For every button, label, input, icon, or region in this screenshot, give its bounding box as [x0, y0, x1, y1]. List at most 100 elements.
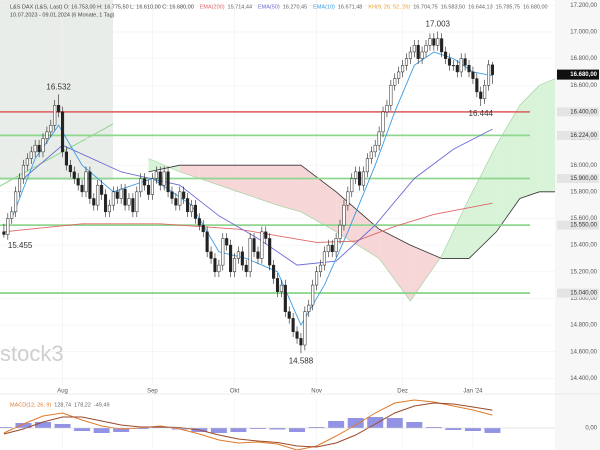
y-tick-label: 16.600,00	[570, 83, 597, 89]
x-tick-label: Okt	[230, 389, 240, 395]
candle-body	[291, 318, 295, 332]
candle-body	[178, 191, 182, 206]
y-tick-label: 16.800,00	[570, 56, 597, 62]
macd-histogram-bar	[269, 428, 286, 430]
candle-body	[487, 64, 491, 86]
candle-body	[6, 218, 10, 235]
candle-body	[225, 238, 229, 246]
x-tick-label: Aug	[57, 389, 68, 395]
cloud-fill	[300, 165, 337, 232]
candle-body	[471, 71, 475, 79]
macd-histogram-bar	[367, 417, 384, 428]
ema-line	[3, 202, 493, 243]
candle-body	[232, 258, 237, 273]
candle-body	[123, 188, 127, 206]
candle-body	[322, 251, 326, 266]
macd-line	[3, 399, 493, 450]
cloud-fill	[277, 165, 301, 212]
candle-body	[68, 164, 72, 173]
candle-body	[342, 204, 346, 226]
macd-histogram-bar	[308, 427, 325, 428]
legend-value: 16.270,45	[283, 4, 307, 10]
candle-body	[389, 85, 393, 106]
legend-value: 16.644,13	[468, 4, 492, 10]
price-annotation: 17.003	[426, 20, 451, 29]
candle-body	[393, 78, 397, 86]
candle-body	[463, 58, 467, 66]
candle-body	[21, 164, 26, 179]
candle-body	[275, 278, 280, 292]
legend-name: EMA(200)	[200, 4, 225, 10]
candle-body	[209, 251, 213, 259]
candle-body	[483, 85, 487, 99]
level-label: 16.224,00	[570, 133, 597, 139]
cloud-fill	[410, 245, 442, 302]
candle-body	[146, 184, 151, 195]
candle-body	[385, 104, 389, 113]
legend-name: EMA(10)	[313, 4, 335, 10]
candle-body	[49, 124, 53, 133]
price-annotation: 16.444	[469, 109, 494, 118]
candle-body	[25, 158, 29, 166]
level-tag	[557, 288, 599, 298]
level-label: 15.900,00	[570, 176, 597, 182]
candle-body	[338, 224, 342, 239]
candle-body	[377, 131, 381, 146]
candle-body	[29, 151, 33, 159]
macd-title: MACD(12, 26, 9)	[10, 402, 51, 408]
candle-body	[182, 191, 186, 199]
candle-body	[346, 191, 350, 206]
candle-body	[303, 311, 307, 346]
last-price-label: 16.680,00	[570, 72, 597, 78]
candle-body	[428, 38, 432, 46]
legend-value: 16.680,00	[523, 4, 547, 10]
candle-body	[111, 191, 115, 206]
x-tick-label: Sep	[147, 389, 158, 395]
candle-body	[299, 338, 303, 346]
macd-value: 178,22	[74, 402, 91, 408]
macd-histogram-bar	[484, 428, 501, 433]
candle-body	[119, 188, 123, 199]
candle-body	[60, 111, 65, 153]
candle-body	[41, 138, 45, 153]
candle-body	[401, 65, 405, 73]
candle-body	[53, 104, 57, 126]
candle-body	[490, 64, 495, 75]
candle-body	[279, 284, 283, 292]
legend-value: 15.714,44	[228, 4, 252, 10]
macd-histogram-bar	[445, 428, 462, 430]
candle-body	[373, 144, 377, 153]
candle-body	[107, 204, 111, 213]
candle-body	[412, 45, 416, 53]
level-tag	[557, 220, 599, 230]
candle-body	[459, 58, 463, 73]
chart-title: L&S DAX (L&S, Last) O: 16.753,00 H: 16.7…	[10, 4, 194, 10]
y-tick-label: 17.000,00	[570, 30, 597, 36]
last-price-tag	[557, 69, 599, 80]
y-tick-label: 15.400,00	[570, 243, 597, 249]
x-tick-label: Dez	[397, 389, 408, 395]
candle-body	[268, 238, 272, 266]
candle-body	[436, 38, 440, 46]
price-annotation: 15.455	[8, 241, 33, 250]
cloud-fill	[539, 78, 555, 192]
candle-body	[354, 171, 358, 179]
level-label: 15.040,00	[570, 291, 597, 297]
candle-body	[424, 45, 428, 53]
macd-histogram-bar	[347, 418, 364, 428]
level-tag	[557, 130, 599, 140]
candle-body	[240, 251, 244, 266]
macd-histogram-bar	[328, 421, 345, 428]
candle-body	[131, 198, 135, 213]
candle-body	[404, 58, 409, 66]
candle-body	[307, 304, 311, 312]
level-tag	[557, 174, 599, 184]
candle-body	[397, 71, 401, 79]
candle-body	[350, 178, 354, 193]
cloud-fill	[519, 85, 540, 199]
macd-histogram-bar	[249, 428, 266, 429]
candle-body	[272, 264, 276, 279]
candle-body	[92, 198, 96, 206]
candle-body	[475, 78, 479, 93]
